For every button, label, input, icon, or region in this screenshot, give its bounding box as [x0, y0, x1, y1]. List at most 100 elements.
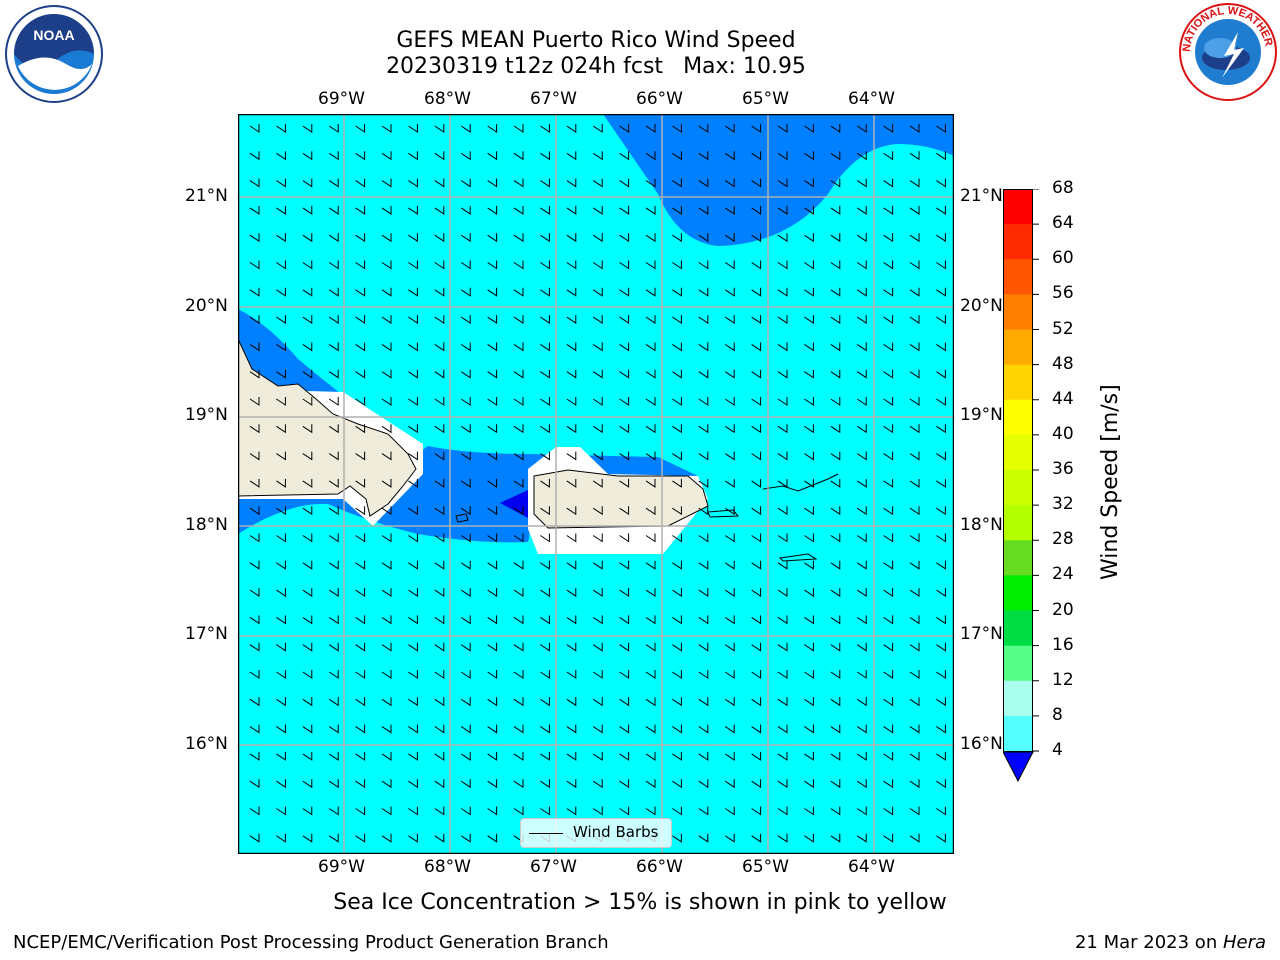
- wind-barb: [645, 506, 656, 516]
- wind-barb: [276, 751, 286, 761]
- wind-barb: [909, 751, 920, 761]
- wind-barb: [856, 342, 867, 352]
- wind-barb: [751, 833, 762, 843]
- wind-barb: [830, 315, 841, 325]
- colorbar-bin: [1003, 610, 1033, 647]
- wind-barb: [777, 260, 788, 270]
- wind-barb: [724, 533, 735, 543]
- wind-barb: [830, 124, 841, 133]
- wind-barb: [540, 806, 550, 816]
- wind-barb: [645, 751, 656, 761]
- wind-barb: [381, 451, 392, 461]
- wind-barb: [381, 506, 392, 516]
- wind-barb: [645, 178, 656, 188]
- wind-barb: [249, 588, 260, 598]
- wind-barb: [249, 124, 260, 133]
- wind-barb: [487, 779, 498, 789]
- wind-barb: [883, 615, 894, 625]
- wind-barb: [645, 287, 656, 297]
- wind-barb: [724, 697, 735, 707]
- wind-barb: [830, 233, 841, 243]
- wind-barb: [936, 287, 946, 297]
- wind-barb: [856, 424, 867, 434]
- wind-barb: [460, 233, 471, 243]
- wind-barb: [328, 233, 339, 243]
- wind-barb: [513, 560, 524, 570]
- wind-barb: [460, 315, 471, 325]
- wind-barb: [408, 670, 418, 679]
- wind-barb: [460, 451, 471, 461]
- wind-barb: [830, 287, 841, 297]
- wind-barb: [936, 315, 946, 325]
- wind-barb: [513, 779, 524, 789]
- wind-barb: [328, 124, 339, 133]
- wind-barb: [302, 369, 313, 379]
- wind-barb: [592, 178, 603, 188]
- wind-barb: [460, 205, 471, 215]
- wind-barb: [777, 478, 788, 488]
- wind-barb: [513, 397, 524, 406]
- wind-barb: [434, 806, 445, 816]
- wind-barb: [751, 287, 762, 297]
- wind-barb: [276, 506, 286, 516]
- wind-barb: [355, 369, 366, 379]
- colorbar-tick-label: 56: [1052, 283, 1074, 304]
- longitude-label: 69°W: [318, 89, 365, 109]
- wind-barb: [698, 588, 709, 598]
- wind-barb: [936, 260, 946, 270]
- wind-barb: [540, 342, 550, 352]
- wind-barb: [909, 806, 920, 816]
- wind-barb: [487, 588, 498, 598]
- wind-barb: [487, 124, 498, 133]
- wind-barb: [276, 670, 286, 679]
- wind-barb: [328, 670, 339, 679]
- wind-barb: [724, 642, 735, 652]
- wind-barb: [645, 369, 656, 379]
- wind-barb: [936, 697, 946, 707]
- wind-barb: [698, 178, 709, 188]
- wind-barb: [381, 697, 392, 707]
- wind-barb: [751, 205, 762, 215]
- wind-barb: [698, 424, 709, 434]
- wind-barb: [249, 724, 260, 734]
- wind-barb: [751, 806, 762, 816]
- wind-barb: [751, 478, 762, 488]
- footer-machine: Hera: [1222, 932, 1266, 953]
- wind-barb: [434, 779, 445, 789]
- wind-barb: [883, 642, 894, 652]
- wind-barb: [249, 478, 260, 488]
- wind-barb: [249, 342, 260, 352]
- wind-barb: [724, 260, 735, 270]
- wind-barb: [566, 124, 577, 133]
- wind-barb: [883, 806, 894, 816]
- wind-barb: [909, 779, 920, 789]
- wind-barb: [513, 588, 524, 598]
- wind-barb: [592, 397, 603, 406]
- wind-barb: [355, 806, 366, 816]
- wind-barb: [909, 642, 920, 652]
- wind-barb: [408, 424, 418, 434]
- wind-barb: [381, 833, 392, 843]
- wind-barb: [566, 397, 577, 406]
- wind-barb: [830, 751, 841, 761]
- wind-barb: [619, 205, 630, 215]
- latitude-label: 19°N: [185, 405, 228, 426]
- colorbar-tick-label: 8: [1052, 704, 1063, 725]
- wind-barb: [460, 533, 471, 543]
- wind-barb: [566, 751, 577, 761]
- wind-barb: [592, 124, 603, 133]
- wind-barb: [302, 560, 313, 570]
- wind-barb: [302, 806, 313, 816]
- wind-barb: [619, 670, 630, 679]
- wind-barb: [592, 751, 603, 761]
- wind-barb: [856, 615, 867, 625]
- colorbar-tick-label: 64: [1052, 213, 1074, 234]
- wind-barb: [619, 260, 630, 270]
- wind-barb: [672, 724, 682, 734]
- wind-barb: [566, 779, 577, 789]
- wind-barb: [540, 751, 550, 761]
- wind-barb: [909, 260, 920, 270]
- wind-barb: [830, 642, 841, 652]
- colorbar-bin: [1003, 364, 1033, 401]
- wind-barb: [487, 397, 498, 406]
